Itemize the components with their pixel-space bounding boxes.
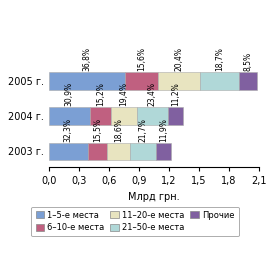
Text: 15,2%: 15,2% — [96, 82, 105, 106]
Legend: 1–5-е места, 6–10-е места, 11–20-е места, 21–50-е места, Прочие: 1–5-е места, 6–10-е места, 11–20-е места… — [31, 207, 239, 236]
Bar — [137, 107, 168, 125]
Bar — [156, 143, 171, 160]
Bar — [88, 143, 107, 160]
Text: 36,8%: 36,8% — [82, 47, 92, 71]
Bar — [49, 143, 88, 160]
Text: 20,4%: 20,4% — [175, 47, 184, 71]
Bar — [107, 143, 130, 160]
Text: 8,5%: 8,5% — [244, 52, 253, 71]
X-axis label: Млрд грн.: Млрд грн. — [128, 192, 180, 202]
Bar — [90, 107, 110, 125]
Text: 30,9%: 30,9% — [65, 82, 74, 106]
Text: 23,4%: 23,4% — [148, 82, 157, 106]
Text: 11,9%: 11,9% — [159, 118, 168, 141]
Text: 18,7%: 18,7% — [215, 47, 224, 71]
Text: 19,4%: 19,4% — [119, 82, 128, 106]
Text: 32,3%: 32,3% — [64, 118, 73, 141]
Text: 18,6%: 18,6% — [114, 118, 123, 141]
Bar — [49, 107, 90, 125]
Text: 21,7%: 21,7% — [139, 118, 148, 141]
Bar — [158, 72, 200, 90]
Bar — [110, 107, 137, 125]
Text: 15,5%: 15,5% — [93, 118, 102, 141]
Bar — [125, 72, 158, 90]
Text: 15,6%: 15,6% — [137, 47, 146, 71]
Bar — [200, 72, 239, 90]
Bar — [49, 72, 125, 90]
Bar — [130, 143, 156, 160]
Bar — [239, 72, 257, 90]
Bar — [168, 107, 183, 125]
Text: 11,2%: 11,2% — [171, 82, 180, 106]
